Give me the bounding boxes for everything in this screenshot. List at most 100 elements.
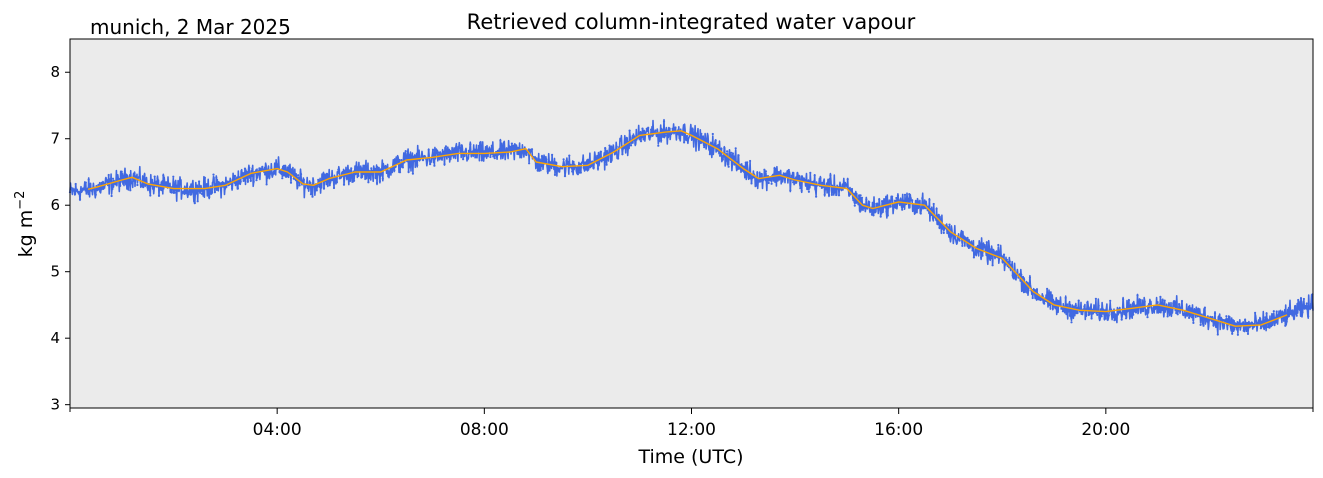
retrieval-point	[285, 175, 288, 178]
retrieval-point	[919, 212, 922, 215]
retrieval-point	[142, 186, 145, 189]
retrieval-point	[1109, 299, 1112, 302]
retrieval-point	[466, 156, 469, 159]
retrieval-point	[1086, 301, 1089, 304]
retrieval-point	[763, 168, 766, 171]
retrieval-point	[1182, 314, 1185, 317]
retrieval-point	[500, 144, 503, 147]
retrieval-point	[268, 176, 271, 179]
retrieval-point	[103, 186, 106, 189]
retrieval-point	[497, 149, 501, 152]
retrieval-point	[749, 159, 752, 163]
retrieval-point	[539, 169, 542, 172]
retrieval-point	[1061, 310, 1064, 313]
retrieval-point	[529, 149, 532, 153]
retrieval-point	[462, 158, 465, 161]
retrieval-point	[242, 179, 245, 182]
retrieval-point	[423, 154, 426, 158]
retrieval-point	[625, 136, 628, 140]
retrieval-point	[101, 181, 105, 184]
retrieval-point	[662, 120, 666, 123]
retrieval-point	[558, 170, 561, 173]
retrieval-point	[347, 170, 350, 174]
retrieval-point	[134, 175, 138, 178]
retrieval-point	[163, 183, 166, 186]
retrieval-point	[1087, 313, 1090, 317]
retrieval-point	[638, 138, 641, 141]
retrieval-point	[596, 167, 600, 170]
retrieval-point	[1310, 302, 1313, 305]
retrieval-point	[249, 179, 252, 182]
retrieval-point	[518, 152, 521, 156]
retrieval-point	[109, 179, 112, 183]
retrieval-point	[94, 193, 97, 196]
retrieval-point	[1020, 273, 1023, 276]
retrieval-point	[872, 214, 875, 217]
retrieval-point	[172, 175, 175, 178]
retrieval-point	[398, 171, 402, 174]
retrieval-point	[512, 144, 515, 147]
retrieval-point	[99, 190, 102, 193]
retrieval-point	[186, 194, 189, 197]
retrieval-point	[833, 191, 836, 194]
retrieval-point	[1100, 315, 1103, 318]
y-axis-label-main: kg m	[15, 210, 37, 258]
retrieval-point	[1225, 315, 1228, 318]
retrieval-point	[1178, 303, 1181, 306]
retrieval-point	[463, 154, 466, 157]
retrieval-point	[969, 241, 973, 244]
retrieval-point	[1180, 299, 1184, 303]
retrieval-point	[111, 177, 115, 180]
retrieval-point	[761, 179, 765, 182]
retrieval-point	[774, 167, 778, 170]
retrieval-point	[229, 180, 232, 183]
retrieval-point	[846, 178, 849, 181]
retrieval-point	[259, 167, 262, 170]
retrieval-point	[483, 155, 486, 158]
retrieval-point	[1175, 311, 1178, 315]
retrieval-point	[1064, 296, 1067, 299]
retrieval-point	[581, 161, 584, 164]
retrieval-point	[119, 184, 122, 187]
retrieval-point	[727, 165, 730, 168]
retrieval-point	[130, 182, 133, 185]
retrieval-point	[464, 149, 468, 152]
retrieval-point	[832, 188, 835, 191]
retrieval-point	[1122, 298, 1125, 301]
retrieval-point	[199, 185, 202, 188]
retrieval-point	[777, 171, 780, 174]
retrieval-point	[1223, 319, 1227, 322]
retrieval-point	[723, 146, 726, 149]
retrieval-point	[400, 159, 403, 162]
retrieval-point	[664, 134, 667, 137]
y-tick-label: 6	[50, 196, 60, 214]
retrieval-point	[929, 208, 933, 211]
retrieval-point	[572, 160, 575, 164]
retrieval-point	[1308, 306, 1311, 309]
retrieval-point	[998, 253, 1001, 256]
retrieval-point	[373, 168, 376, 171]
retrieval-point	[997, 243, 1000, 247]
retrieval-point	[809, 171, 812, 174]
retrieval-point	[507, 149, 511, 152]
retrieval-point	[124, 182, 128, 185]
retrieval-point	[1269, 323, 1272, 327]
retrieval-point	[281, 177, 284, 180]
retrieval-point	[173, 191, 176, 194]
retrieval-point	[188, 190, 191, 193]
retrieval-point	[584, 161, 587, 164]
retrieval-point	[794, 177, 798, 180]
retrieval-point	[1289, 313, 1293, 316]
retrieval-point	[1218, 315, 1221, 318]
retrieval-point	[1298, 307, 1301, 311]
retrieval-point	[551, 153, 554, 156]
retrieval-point	[1011, 274, 1014, 277]
retrieval-point	[959, 233, 963, 236]
retrieval-point	[1048, 292, 1052, 295]
retrieval-point	[252, 180, 255, 183]
retrieval-point	[370, 167, 373, 170]
retrieval-point	[797, 177, 801, 180]
retrieval-point	[222, 181, 225, 184]
retrieval-point	[367, 181, 370, 184]
